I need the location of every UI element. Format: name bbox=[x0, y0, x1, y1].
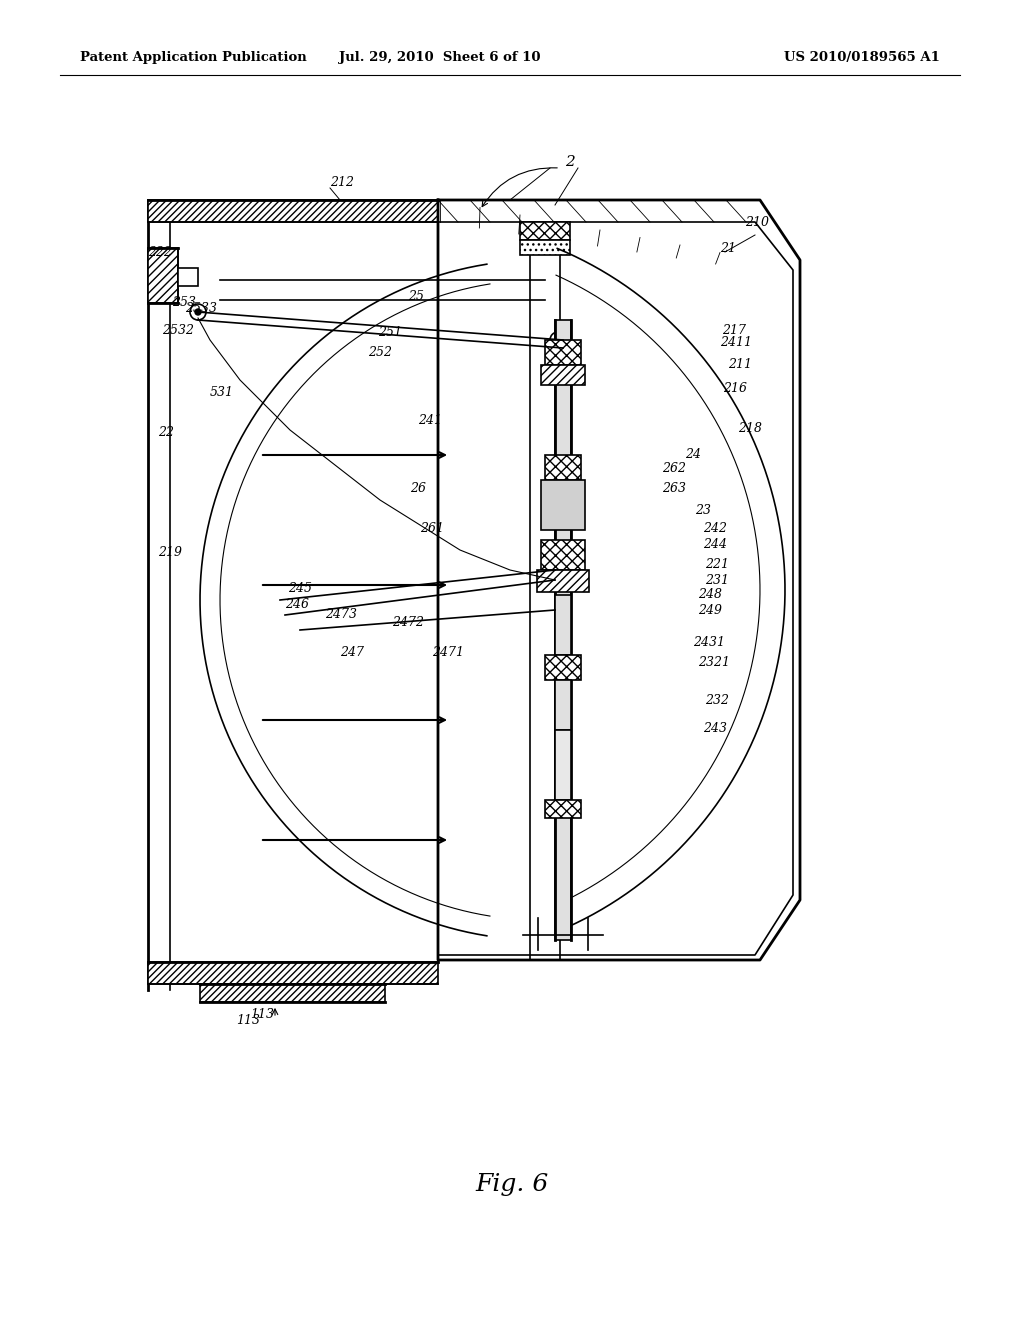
Text: 222: 222 bbox=[148, 246, 172, 259]
Bar bbox=[148, 962, 438, 983]
Bar bbox=[555, 595, 571, 655]
Text: Fig. 6: Fig. 6 bbox=[475, 1173, 549, 1196]
Bar bbox=[541, 366, 585, 385]
Bar bbox=[545, 800, 581, 818]
Text: 531: 531 bbox=[210, 385, 234, 399]
Text: 2532: 2532 bbox=[162, 323, 194, 337]
Bar bbox=[520, 222, 570, 240]
Text: 24: 24 bbox=[685, 449, 701, 462]
Text: 262: 262 bbox=[662, 462, 686, 474]
Bar bbox=[555, 319, 571, 940]
Text: 249: 249 bbox=[698, 603, 722, 616]
Text: 242: 242 bbox=[703, 521, 727, 535]
Text: 232: 232 bbox=[705, 693, 729, 706]
Text: 219: 219 bbox=[158, 545, 182, 558]
Circle shape bbox=[195, 309, 201, 315]
Text: 2: 2 bbox=[565, 154, 574, 169]
Bar bbox=[555, 730, 571, 800]
Bar bbox=[200, 983, 385, 1002]
Text: 2471: 2471 bbox=[432, 647, 464, 660]
Text: 2533: 2533 bbox=[185, 301, 217, 314]
Bar bbox=[520, 240, 570, 255]
Text: 246: 246 bbox=[285, 598, 309, 611]
Text: 113: 113 bbox=[250, 1008, 274, 1022]
Text: 217: 217 bbox=[722, 323, 746, 337]
Text: 245: 245 bbox=[288, 582, 312, 594]
Text: Jul. 29, 2010  Sheet 6 of 10: Jul. 29, 2010 Sheet 6 of 10 bbox=[339, 51, 541, 65]
Text: 22: 22 bbox=[158, 425, 174, 438]
Text: 211: 211 bbox=[728, 359, 752, 371]
Text: 261: 261 bbox=[420, 521, 444, 535]
Text: 221: 221 bbox=[705, 558, 729, 572]
Bar bbox=[555, 680, 571, 730]
Text: 25: 25 bbox=[408, 289, 424, 302]
Text: 218: 218 bbox=[738, 421, 762, 434]
Bar bbox=[178, 268, 198, 286]
Text: 263: 263 bbox=[662, 482, 686, 495]
Text: 248: 248 bbox=[698, 589, 722, 602]
Text: 210: 210 bbox=[745, 215, 769, 228]
Text: 253: 253 bbox=[172, 297, 196, 309]
Text: 244: 244 bbox=[703, 539, 727, 552]
Bar bbox=[541, 540, 585, 570]
Bar bbox=[148, 248, 178, 304]
Text: 21: 21 bbox=[720, 242, 736, 255]
Text: Patent Application Publication: Patent Application Publication bbox=[80, 51, 307, 65]
Text: 252: 252 bbox=[368, 346, 392, 359]
Text: 251: 251 bbox=[378, 326, 402, 339]
Bar bbox=[537, 570, 589, 591]
Text: 2431: 2431 bbox=[693, 636, 725, 649]
Text: 212: 212 bbox=[330, 176, 354, 189]
Text: 243: 243 bbox=[703, 722, 727, 734]
Bar bbox=[148, 201, 438, 222]
Text: 2321: 2321 bbox=[698, 656, 730, 668]
Text: 2411: 2411 bbox=[720, 335, 752, 348]
Text: 26: 26 bbox=[410, 482, 426, 495]
Bar bbox=[545, 341, 581, 366]
Text: 113: 113 bbox=[236, 1014, 260, 1027]
Text: 2472: 2472 bbox=[392, 616, 424, 630]
Text: 23: 23 bbox=[695, 503, 711, 516]
Text: 2473: 2473 bbox=[325, 609, 357, 622]
Bar bbox=[545, 655, 581, 680]
Text: 247: 247 bbox=[340, 647, 364, 660]
Text: 241: 241 bbox=[418, 413, 442, 426]
Text: 231: 231 bbox=[705, 573, 729, 586]
Bar bbox=[545, 455, 581, 480]
Text: US 2010/0189565 A1: US 2010/0189565 A1 bbox=[784, 51, 940, 65]
Text: 216: 216 bbox=[723, 381, 746, 395]
Bar bbox=[541, 480, 585, 531]
